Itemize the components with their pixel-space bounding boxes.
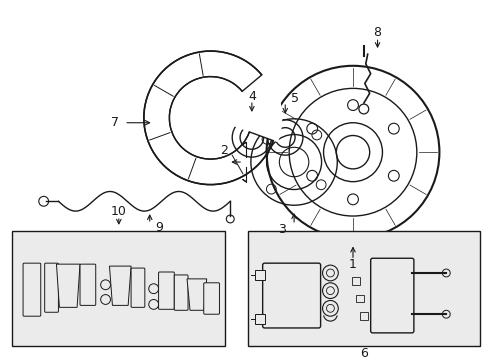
Wedge shape bbox=[210, 72, 282, 142]
Bar bbox=[247, 231, 479, 346]
Text: 1: 1 bbox=[348, 258, 356, 271]
Bar bbox=[359, 312, 367, 320]
FancyBboxPatch shape bbox=[370, 258, 413, 333]
Polygon shape bbox=[187, 279, 206, 310]
FancyBboxPatch shape bbox=[23, 263, 41, 316]
FancyBboxPatch shape bbox=[174, 275, 188, 310]
Text: 3: 3 bbox=[278, 223, 285, 236]
Text: 8: 8 bbox=[373, 26, 381, 39]
Text: 9: 9 bbox=[155, 221, 163, 234]
Polygon shape bbox=[56, 264, 80, 307]
Bar bbox=[254, 270, 264, 280]
FancyBboxPatch shape bbox=[203, 283, 219, 314]
FancyBboxPatch shape bbox=[262, 263, 320, 328]
Text: 5: 5 bbox=[290, 92, 299, 105]
FancyBboxPatch shape bbox=[44, 263, 58, 312]
Text: 6: 6 bbox=[359, 347, 367, 360]
Bar bbox=[12, 231, 225, 346]
Text: 10: 10 bbox=[111, 204, 126, 217]
Polygon shape bbox=[109, 266, 131, 305]
Text: 4: 4 bbox=[247, 90, 255, 103]
Bar bbox=[254, 314, 264, 324]
FancyBboxPatch shape bbox=[131, 268, 144, 307]
Text: 2: 2 bbox=[220, 144, 228, 157]
Bar bbox=[355, 294, 363, 302]
FancyBboxPatch shape bbox=[158, 272, 174, 309]
Text: 7: 7 bbox=[111, 116, 119, 129]
FancyBboxPatch shape bbox=[80, 264, 96, 305]
Bar bbox=[351, 277, 359, 285]
